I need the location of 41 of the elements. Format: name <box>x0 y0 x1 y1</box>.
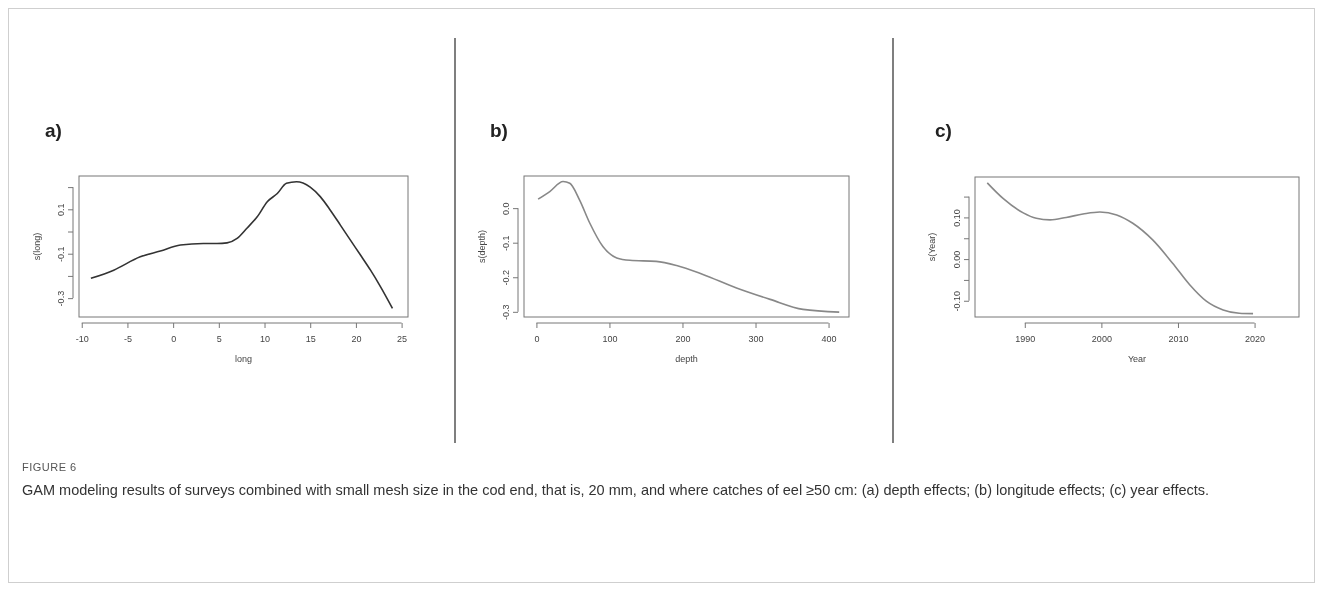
x-axis-title: Year <box>1127 354 1147 364</box>
y-tick-label: -0.2 <box>501 270 512 286</box>
line-series <box>537 180 841 313</box>
y-tick-label: -0.3 <box>501 304 512 321</box>
x-tick-label: 20 <box>351 333 362 344</box>
y-axis-title: s(depth) <box>477 229 487 264</box>
x-axis-title: depth <box>675 354 698 364</box>
y-tick-label: -0.1 <box>56 246 67 262</box>
x-tick-label: -5 <box>123 333 132 344</box>
x-tick-label: 25 <box>397 333 408 344</box>
x-tick-label: 200 <box>675 333 691 344</box>
line-series <box>90 180 394 310</box>
x-tick-label: 2000 <box>1091 333 1112 344</box>
x-tick-label: 10 <box>260 333 271 344</box>
y-tick-label: -0.1 <box>501 235 512 251</box>
x-tick-label: 2020 <box>1245 333 1266 344</box>
y-tick-label: 0.1 <box>56 203 67 217</box>
line-series <box>986 182 1254 315</box>
x-tick-label: 300 <box>748 333 764 344</box>
x-axis-title: long <box>234 354 253 364</box>
x-tick-label: 1990 <box>1015 333 1036 344</box>
y-tick-label: 0.0 <box>501 202 512 215</box>
text: GAM modeling results of surveys combined with small mesh size in the cod end, that is, 20 mm, and where catches of eel ≥50 cm: (a) depth effects; (b) longitude effects; (c) year effects. <box>22 481 1211 500</box>
x-tick-label: 0 <box>171 333 177 344</box>
chart-title: b) <box>490 120 508 141</box>
y-axis-title: s(long) <box>32 232 42 261</box>
y-tick-label: -0.10 <box>952 290 963 312</box>
caption: FIGURE 6 <box>22 460 78 475</box>
x-tick-label: -10 <box>75 333 89 344</box>
x-tick-label: 5 <box>216 333 222 344</box>
x-tick-label: 400 <box>821 333 837 344</box>
chart-title: a) <box>45 120 62 141</box>
x-tick-label: 15 <box>305 333 316 344</box>
y-tick-label: 0.00 <box>952 250 963 269</box>
x-tick-label: 0 <box>534 333 540 344</box>
x-tick-label: 2010 <box>1168 333 1189 344</box>
y-tick-label: 0.10 <box>952 209 963 227</box>
y-axis-title: s(Year) <box>927 232 937 262</box>
chart-title: c) <box>935 120 952 141</box>
y-tick-label: -0.3 <box>56 290 67 307</box>
x-tick-label: 100 <box>602 333 618 344</box>
